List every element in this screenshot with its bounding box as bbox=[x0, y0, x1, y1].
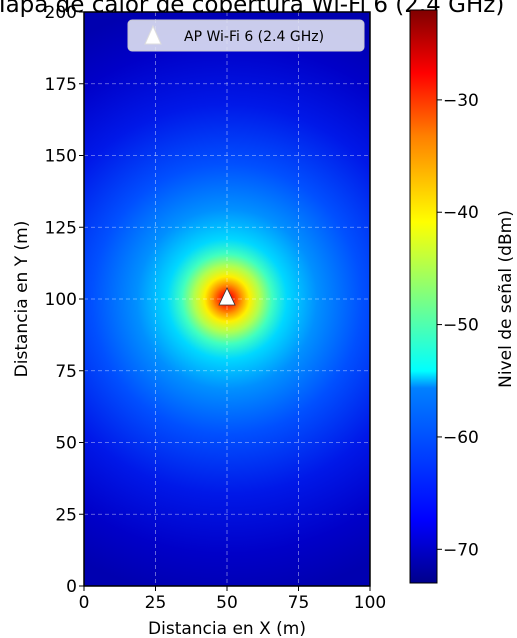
y-tick-label: 150 bbox=[45, 147, 77, 167]
y-tick-label: 0 bbox=[66, 577, 77, 597]
legend-box bbox=[127, 19, 365, 52]
colorbar-frame bbox=[409, 9, 438, 584]
y-tick-label: 175 bbox=[45, 75, 77, 95]
colorbar-tick-label: −30 bbox=[443, 91, 479, 111]
axis-ticks: 0 25 50 75 100 0 25 50 75 100 125 150 175 200 bbox=[45, 3, 387, 613]
access-point-marker bbox=[218, 287, 236, 306]
colorbar-ticks: −30 −40 −50 −60 −70 bbox=[437, 91, 479, 560]
y-tick-label: 200 bbox=[45, 3, 77, 23]
legend-entry-label: AP Wi-Fi 6 (2.4 GHz) bbox=[184, 29, 324, 45]
x-tick-label: 0 bbox=[79, 593, 90, 613]
y-tick-label: 100 bbox=[45, 290, 77, 310]
colorbar-label: Nivel de señal (dBm) bbox=[496, 210, 516, 388]
colorbar-tick-label: −60 bbox=[443, 428, 479, 448]
legend-triangle-icon bbox=[144, 24, 162, 45]
x-tick-label: 100 bbox=[354, 593, 386, 613]
y-axis-label: Distancia en Y (m) bbox=[12, 221, 32, 378]
y-tick-label: 75 bbox=[55, 362, 77, 382]
colorbar-tick-label: −70 bbox=[443, 540, 479, 560]
x-tick-label: 50 bbox=[216, 593, 238, 613]
y-tick-label: 50 bbox=[55, 434, 77, 454]
colorbar-tick-label: −50 bbox=[443, 316, 479, 336]
x-tick-label: 75 bbox=[288, 593, 310, 613]
y-tick-label: 25 bbox=[55, 505, 77, 525]
x-tick-label: 25 bbox=[145, 593, 167, 613]
legend: AP Wi-Fi 6 (2.4 GHz) bbox=[127, 19, 365, 52]
colorbar-fill bbox=[410, 10, 437, 583]
x-axis-label: Distancia en X (m) bbox=[148, 619, 306, 638]
colorbar: −30 −40 −50 −60 −70 Nivel de señal (dBm) bbox=[409, 9, 516, 584]
colorbar-tick-label: −40 bbox=[443, 203, 479, 223]
y-tick-label: 125 bbox=[45, 218, 77, 238]
